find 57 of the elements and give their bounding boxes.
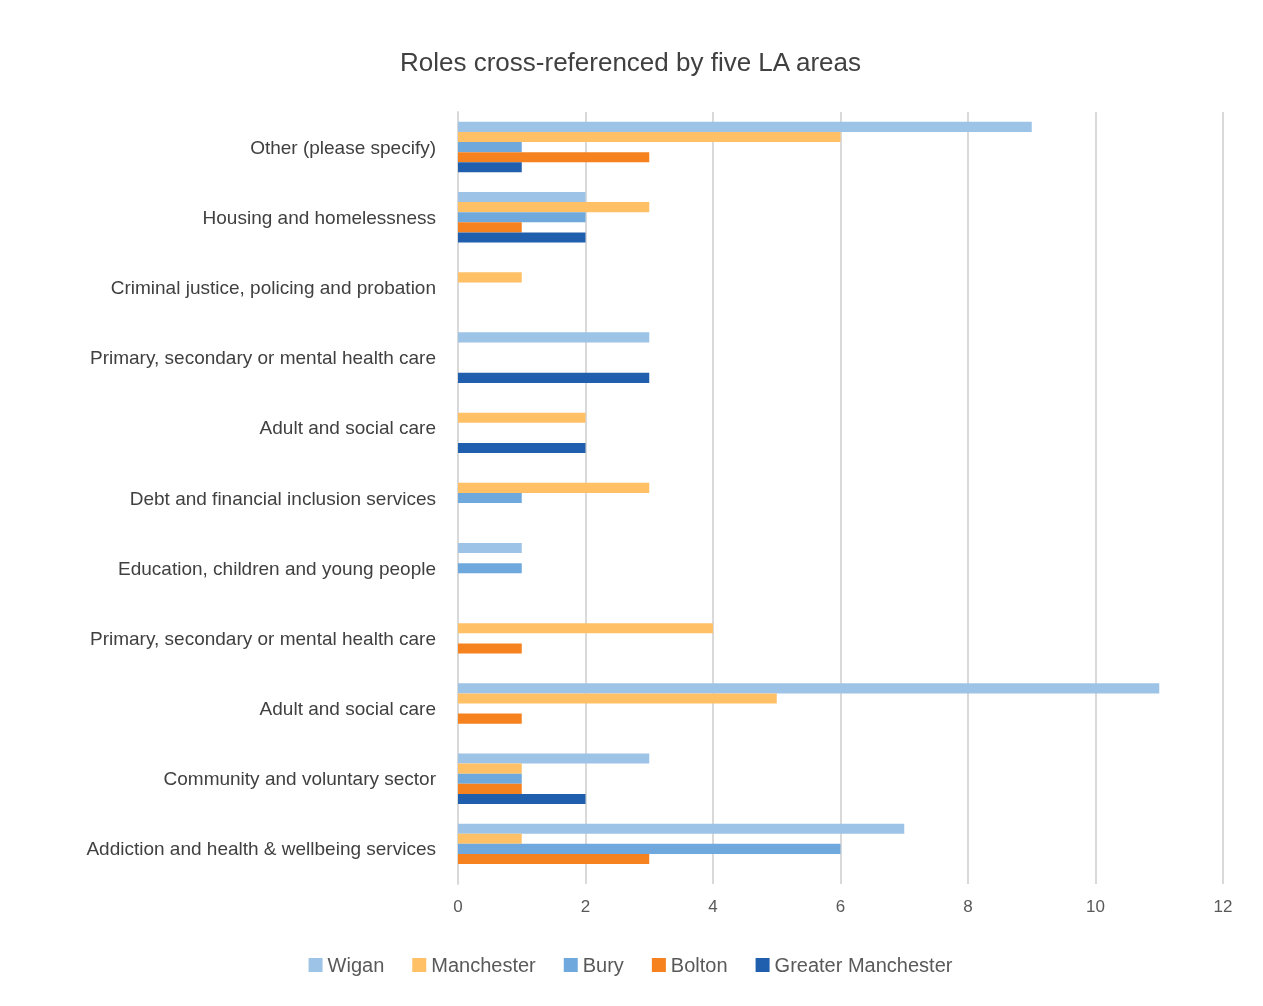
bar xyxy=(458,212,586,223)
y-tick-label: Criminal justice, policing and probation xyxy=(110,276,436,298)
bar xyxy=(458,131,841,143)
bar xyxy=(458,783,522,794)
bar xyxy=(458,623,713,634)
bar xyxy=(458,192,586,203)
chart-title: Roles cross-referenced by five LA areas xyxy=(400,47,861,77)
bar xyxy=(458,643,522,654)
bar xyxy=(458,232,586,243)
bar xyxy=(458,492,522,504)
bar xyxy=(458,563,522,574)
bar xyxy=(458,763,522,774)
bar xyxy=(458,683,1160,694)
bar xyxy=(458,853,650,865)
x-tick-label: 6 xyxy=(835,897,846,916)
y-tick-label: Other (please specify) xyxy=(250,136,436,158)
bar xyxy=(458,332,650,343)
bar xyxy=(458,693,777,704)
bar xyxy=(458,272,522,283)
legend-label: Wigan xyxy=(327,954,385,976)
y-tick-label: Addiction and health & wellbeing services xyxy=(86,838,436,860)
y-tick-label: Housing and homelessness xyxy=(202,206,436,228)
bar xyxy=(458,412,586,423)
bar xyxy=(458,843,841,854)
bar xyxy=(458,773,522,784)
bar xyxy=(458,793,586,804)
x-tick-label: 2 xyxy=(580,897,591,916)
bar xyxy=(458,823,905,834)
x-tick-label: 8 xyxy=(963,897,973,916)
bar xyxy=(458,142,522,153)
bar xyxy=(458,121,1032,132)
bar xyxy=(458,753,650,764)
x-tick-label: 4 xyxy=(708,897,718,916)
bar xyxy=(458,372,650,383)
y-tick-label: Adult and social care xyxy=(259,417,436,439)
bar xyxy=(458,713,522,724)
legend-label: Bolton xyxy=(670,954,728,976)
legend-label: Bury xyxy=(582,954,624,976)
bar xyxy=(458,152,650,163)
bar xyxy=(458,482,650,493)
y-tick-label: Debt and financial inclusion services xyxy=(129,487,436,509)
x-tick-label: 10 xyxy=(1086,897,1105,916)
x-tick-label: 0 xyxy=(453,897,463,916)
bar xyxy=(458,162,522,173)
bar xyxy=(458,222,522,233)
legend-label: Greater Manchester xyxy=(774,954,953,976)
bar xyxy=(458,833,522,844)
x-tick-label: 12 xyxy=(1213,897,1233,916)
bar xyxy=(458,442,586,454)
y-tick-label: Education, children and young people xyxy=(118,557,436,579)
y-tick-label: Primary, secondary or mental health care xyxy=(89,347,436,369)
bar xyxy=(458,542,522,554)
y-tick-label: Adult and social care xyxy=(259,698,436,720)
bar xyxy=(458,202,650,213)
y-tick-label: Community and voluntary sector xyxy=(163,768,437,790)
y-tick-label: Primary, secondary or mental health care xyxy=(89,627,436,649)
legend-label: Manchester xyxy=(431,954,537,976)
